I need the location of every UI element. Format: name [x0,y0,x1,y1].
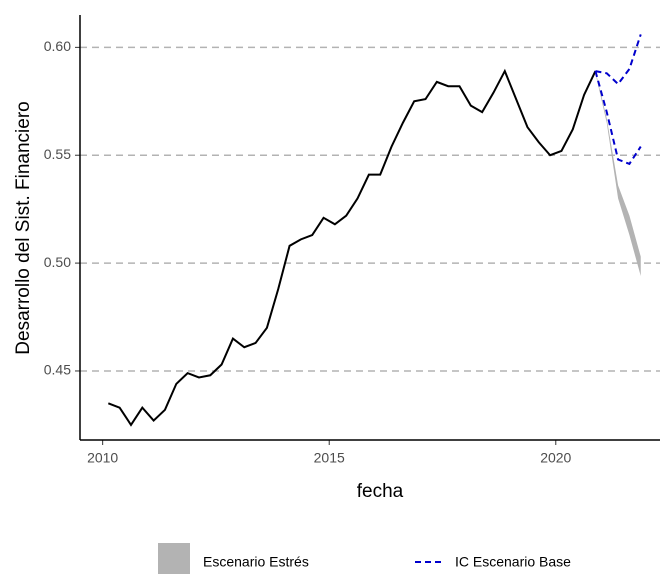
y-tick-label: 0.60 [44,38,71,54]
y-axis-label: Desarrollo del Sist. Financiero [13,101,34,354]
x-tick-label: 2015 [314,450,345,466]
y-tick-label: 0.55 [44,146,71,162]
ci-upper [595,34,642,86]
ci-lower [594,70,642,166]
stress-band [595,71,641,277]
x-tick-label: 2010 [87,450,118,466]
data-line [107,68,597,427]
x-tick-label: 2020 [540,450,571,466]
legend-label: Escenario Estrés [203,554,309,570]
x-axis-label: fecha [357,481,404,502]
y-tick-label: 0.45 [44,362,71,378]
legend-swatch-stress [158,543,190,574]
y-tick-label: 0.50 [44,254,71,270]
legend-label: IC Escenario Base [455,554,571,570]
